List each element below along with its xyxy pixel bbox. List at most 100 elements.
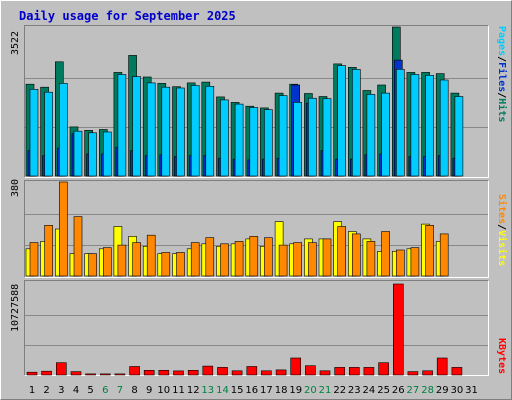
bottom-kbytes-bar-22 xyxy=(334,367,346,376)
bottom-kbytes-bar-14 xyxy=(217,367,228,376)
x-tick-label-18: 18 xyxy=(275,385,288,396)
middle-sites-bar-15 xyxy=(234,241,244,277)
middle-sites-bar-28 xyxy=(425,225,434,277)
bottom-kbytes-bar-24 xyxy=(363,367,375,376)
bottom-kbytes-bar-10 xyxy=(158,369,170,376)
middle-sites-bar-26 xyxy=(395,249,405,277)
middle-sites-bar-17 xyxy=(264,237,273,277)
middle-sites-bar-24 xyxy=(366,241,376,277)
x-tick-label-5: 5 xyxy=(87,385,93,396)
bottom-kbytes-bar-26 xyxy=(392,283,404,376)
top-pages-bar-26 xyxy=(395,69,405,177)
x-tick-label-13: 13 xyxy=(201,385,214,396)
top-pages-bar-11 xyxy=(176,87,185,177)
x-tick-label-4: 4 xyxy=(73,385,79,396)
top-pages-bar-2 xyxy=(44,91,53,177)
top-pages-bar-16 xyxy=(249,107,259,177)
middle-sites-bar-19 xyxy=(293,242,303,277)
x-tick-label-30: 30 xyxy=(451,385,464,396)
middle-sites-bar-4 xyxy=(73,216,83,277)
middle-sites-bar-7 xyxy=(117,244,127,277)
bottom-kbytes-bar-20 xyxy=(305,365,316,376)
top-pages-bar-7 xyxy=(117,74,127,177)
top-pages-bar-3 xyxy=(58,83,68,177)
x-tick-label-12: 12 xyxy=(187,385,200,396)
top-pages-bar-30 xyxy=(454,96,464,177)
bottom-kbytes-bar-5 xyxy=(85,373,96,376)
top-pages-bar-27 xyxy=(410,74,420,177)
middle-sites-bar-12 xyxy=(190,242,200,277)
middle-sites-bar-8 xyxy=(132,242,141,277)
x-tick-label-2: 2 xyxy=(43,385,49,396)
top-pages-bar-1 xyxy=(29,89,39,177)
top-legend-item-0: Pages xyxy=(496,26,507,57)
bottom-kbytes-bar-1 xyxy=(26,371,38,376)
bottom-kbytes-bar-28 xyxy=(422,370,433,376)
legend-top: Pages/Files/Hits xyxy=(496,26,507,122)
bottom-kbytes-bar-23 xyxy=(348,367,360,376)
bottom-kbytes-bar-21 xyxy=(319,370,331,376)
middle-sites-bar-5 xyxy=(88,253,97,277)
bottom-kbytes-bar-8 xyxy=(129,366,140,376)
x-tick-label-31: 31 xyxy=(465,385,478,396)
x-tick-label-23: 23 xyxy=(348,385,361,396)
top-pages-bar-19 xyxy=(293,102,303,177)
x-tick-label-16: 16 xyxy=(245,385,258,396)
x-tick-label-25: 25 xyxy=(377,385,390,396)
middle-sites-bar-10 xyxy=(161,252,171,277)
top-pages-bar-17 xyxy=(264,109,273,177)
top-pages-bar-15 xyxy=(234,103,244,177)
x-tick-label-24: 24 xyxy=(363,385,376,396)
x-tick-label-14: 14 xyxy=(216,385,229,396)
top-pages-bar-10 xyxy=(161,86,171,177)
bottom-legend-item-0: KBytes xyxy=(496,338,507,375)
middle-sites-bar-11 xyxy=(176,252,185,277)
middle-legend-item-0: Sites xyxy=(496,194,507,225)
top-pages-bar-4 xyxy=(73,130,83,177)
top-pages-bar-14 xyxy=(220,99,229,177)
x-tick-label-15: 15 xyxy=(231,385,244,396)
middle-legend-item-2: Visits xyxy=(496,230,507,267)
x-tick-label-20: 20 xyxy=(304,385,317,396)
middle-sites-bar-20 xyxy=(308,242,317,277)
top-pages-bar-5 xyxy=(88,132,97,177)
legend-bottom: KBytes xyxy=(496,338,507,374)
x-tick-label-19: 19 xyxy=(289,385,302,396)
middle-sites-bar-21 xyxy=(322,238,332,277)
bottom-kbytes-bar-17 xyxy=(261,370,272,376)
bottom-kbytes-bar-29 xyxy=(436,357,448,376)
x-tick-label-10: 10 xyxy=(157,385,170,396)
middle-sites-bar-14 xyxy=(220,243,229,277)
top-pages-bar-29 xyxy=(439,79,449,177)
x-tick-label-28: 28 xyxy=(421,385,434,396)
top-pages-bar-23 xyxy=(351,69,361,177)
x-tick-label-22: 22 xyxy=(333,385,346,396)
bottom-kbytes-bar-4 xyxy=(70,371,82,376)
top-pages-bar-22 xyxy=(337,65,347,177)
middle-sites-bar-9 xyxy=(146,234,156,277)
top-pages-bar-25 xyxy=(381,92,390,177)
middle-sites-bar-25 xyxy=(381,231,390,277)
middle-sites-bar-16 xyxy=(249,236,259,277)
x-tick-label-11: 11 xyxy=(172,385,185,396)
x-tick-label-27: 27 xyxy=(407,385,420,396)
bottom-kbytes-bar-6 xyxy=(100,373,111,376)
top-pages-bar-8 xyxy=(132,76,141,177)
middle-sites-bar-22 xyxy=(337,226,347,277)
top-pages-bar-6 xyxy=(103,131,112,177)
x-tick-label-26: 26 xyxy=(392,385,405,396)
middle-sites-bar-29 xyxy=(439,233,449,277)
x-tick-label-3: 3 xyxy=(58,385,64,396)
bottom-kbytes-bar-18 xyxy=(275,369,287,376)
bottom-kbytes-bar-25 xyxy=(378,362,389,376)
x-tick-label-8: 8 xyxy=(131,385,137,396)
middle-sites-bar-27 xyxy=(410,247,420,277)
top-pages-bar-21 xyxy=(322,98,332,177)
legend-middle: Sites/Visits xyxy=(496,194,507,266)
top-pages-bar-9 xyxy=(146,82,156,177)
x-tick-label-21: 21 xyxy=(319,385,332,396)
bottom-kbytes-bar-12 xyxy=(187,369,199,376)
top-pages-bar-12 xyxy=(190,85,200,177)
kbytes-panel xyxy=(24,280,489,376)
